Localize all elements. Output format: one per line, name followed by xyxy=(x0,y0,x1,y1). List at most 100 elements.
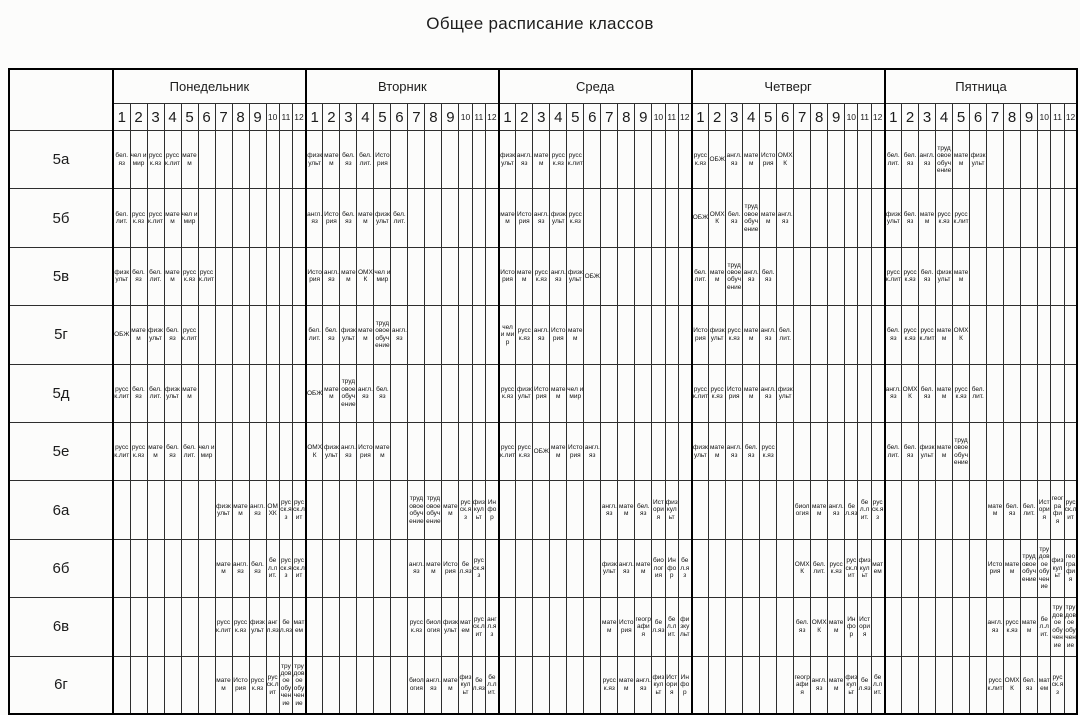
schedule-cell: физкульт xyxy=(304,129,324,190)
schedule-cell: матем xyxy=(549,363,568,423)
schedule-cell-empty xyxy=(634,421,653,482)
schedule-cell-empty xyxy=(407,305,426,365)
schedule-cell-empty xyxy=(793,188,812,248)
schedule-cell-empty xyxy=(827,246,846,307)
schedule-cell-empty xyxy=(600,421,619,482)
lesson-number-header: 5 xyxy=(566,103,585,131)
schedule-cell: англ.яз xyxy=(356,363,375,423)
schedule-cell-empty xyxy=(231,421,250,482)
schedule-cell-empty xyxy=(1050,246,1065,307)
schedule-cell-empty xyxy=(986,421,1005,482)
schedule-cell-empty xyxy=(1003,305,1022,365)
schedule-cell: матем xyxy=(1020,597,1039,657)
schedule-cell-empty xyxy=(265,305,280,365)
schedule-cell: матем xyxy=(617,480,636,540)
lesson-number-header: 10 xyxy=(265,103,280,131)
lesson-number-header: 5 xyxy=(759,103,778,131)
schedule-cell: История xyxy=(1037,480,1052,540)
lesson-number-header: 3 xyxy=(918,103,937,131)
schedule-cell-empty xyxy=(759,655,778,715)
schedule-cell-empty xyxy=(471,129,486,190)
schedule-cell-empty xyxy=(883,597,903,657)
schedule-cell-empty xyxy=(827,363,846,423)
schedule-cell: матем xyxy=(441,480,460,540)
schedule-cell: физкульт xyxy=(471,480,486,540)
schedule-cell: русск.лит xyxy=(986,655,1005,715)
schedule-cell: русск.лит xyxy=(1063,480,1078,540)
schedule-cell: физкульт xyxy=(497,129,517,190)
schedule-cell: бел.лит. xyxy=(857,480,872,540)
schedule-cell: бел.яз xyxy=(129,363,148,423)
lesson-number-header: 4 xyxy=(742,103,761,131)
schedule-cell: матем xyxy=(180,129,199,190)
schedule-cell-empty xyxy=(883,538,903,599)
schedule-cell-empty xyxy=(690,480,710,540)
schedule-cell: физкульт xyxy=(549,188,568,248)
schedule-cell: трудовое обучение xyxy=(1063,597,1078,657)
schedule-cell-empty xyxy=(214,188,233,248)
schedule-cell: русск.яз xyxy=(515,421,534,482)
schedule-cell-empty xyxy=(373,655,392,715)
schedule-cell-empty xyxy=(1063,421,1078,482)
schedule-cell: ОБЖ xyxy=(532,421,551,482)
schedule-cell: История xyxy=(322,188,341,248)
schedule-cell: бел.лит. xyxy=(484,655,500,715)
schedule-cell-empty xyxy=(870,188,886,248)
schedule-cell-empty xyxy=(844,305,859,365)
schedule-cell: трудовое обучение xyxy=(935,129,954,190)
schedule-cell: англ.яз xyxy=(883,363,903,423)
schedule-cell-empty xyxy=(441,129,460,190)
schedule-cell: бел.лит. xyxy=(1020,480,1039,540)
schedule-cell: англ.яз xyxy=(515,129,534,190)
schedule-cell: англ.яз xyxy=(759,363,778,423)
schedule-cell-empty xyxy=(390,655,409,715)
schedule-cell: История xyxy=(549,305,568,365)
schedule-cell: русск.лит xyxy=(690,363,710,423)
lesson-number-header: 11 xyxy=(664,103,679,131)
schedule-cell: матем xyxy=(617,655,636,715)
schedule-cell-empty xyxy=(265,188,280,248)
lesson-number-header: 9 xyxy=(827,103,846,131)
class-row: 6в русск.лит русск.яз физкульт англ.яз бел.яз… xyxy=(8,597,1078,657)
schedule-cell-empty xyxy=(1003,421,1022,482)
schedule-cell-empty xyxy=(112,480,131,540)
schedule-cell: матем xyxy=(566,305,585,365)
schedule-cell: История xyxy=(532,363,551,423)
schedule-cell: русск.лит xyxy=(918,305,937,365)
schedule-cell: русск.яз xyxy=(532,246,551,307)
lesson-number-header: 4 xyxy=(935,103,954,131)
schedule-cell-empty xyxy=(634,363,653,423)
schedule-cell-empty xyxy=(180,597,199,657)
schedule-table: Понедельник Вторник Среда Четверг Пятница 1 2 3… xyxy=(8,68,1079,715)
schedule-cell-empty xyxy=(617,363,636,423)
schedule-cell-empty xyxy=(634,129,653,190)
schedule-cell-empty xyxy=(634,246,653,307)
schedule-cell-empty xyxy=(844,246,859,307)
schedule-cell-empty xyxy=(424,363,443,423)
schedule-cell-empty xyxy=(248,129,267,190)
schedule-cell-empty xyxy=(231,363,250,423)
schedule-cell-empty xyxy=(617,129,636,190)
schedule-cell: бел.яз xyxy=(471,655,486,715)
schedule-cell: русск.лит xyxy=(471,597,486,657)
schedule-cell: русск.яз xyxy=(690,129,710,190)
schedule-cell-empty xyxy=(549,538,568,599)
schedule-cell: русск.лит xyxy=(292,480,307,540)
schedule-cell-empty xyxy=(214,246,233,307)
schedule-cell-empty xyxy=(248,188,267,248)
schedule-cell-empty xyxy=(356,480,375,540)
schedule-cell-empty xyxy=(278,188,294,248)
schedule-cell: бел.яз xyxy=(651,597,666,657)
schedule-cell: физкульт xyxy=(690,421,710,482)
schedule-cell-empty xyxy=(793,421,812,482)
schedule-cell: бел.лит. xyxy=(776,305,795,365)
schedule-cell-empty xyxy=(1037,246,1052,307)
schedule-cell: матем xyxy=(935,305,954,365)
schedule-cell: англ.яз xyxy=(617,538,636,599)
schedule-cell-empty xyxy=(969,421,988,482)
schedule-cell-empty xyxy=(180,538,199,599)
lesson-number-header: 8 xyxy=(424,103,443,131)
schedule-cell-empty xyxy=(1050,129,1065,190)
schedule-cell: русск.яз xyxy=(725,305,744,365)
class-row-label: 5д xyxy=(8,363,114,423)
